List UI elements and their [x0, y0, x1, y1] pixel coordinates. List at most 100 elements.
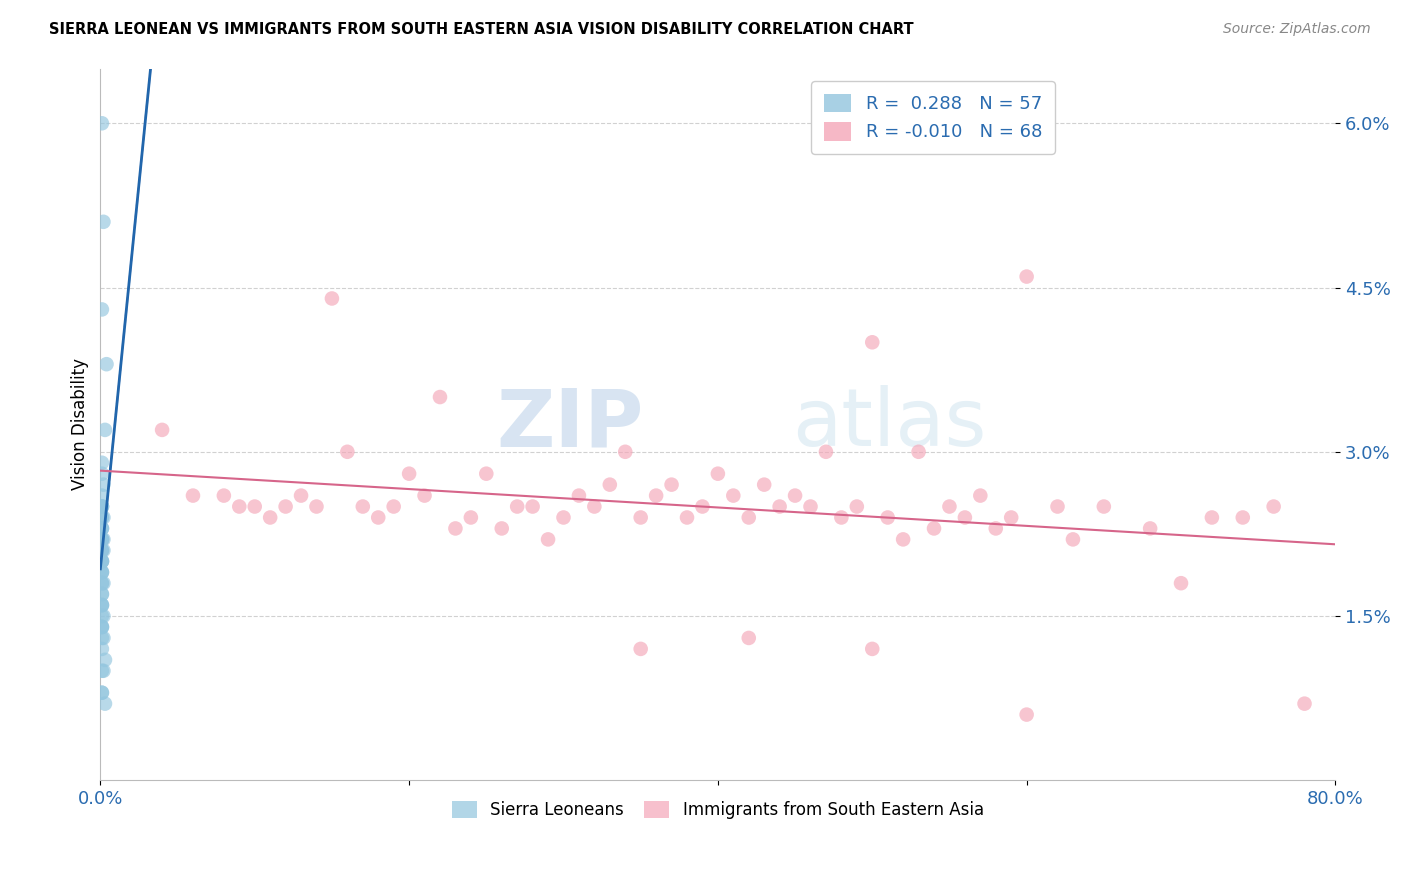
- Point: [181, 489, 204, 503]
- Point: [537, 533, 560, 547]
- Point: [738, 510, 761, 524]
- Point: [90, 620, 112, 634]
- Point: [1062, 533, 1084, 547]
- Point: [93, 664, 115, 678]
- Point: [90, 302, 112, 317]
- Point: [984, 521, 1007, 535]
- Point: [90, 554, 112, 568]
- Point: [90, 521, 112, 535]
- Point: [90, 489, 112, 503]
- Point: [352, 500, 374, 514]
- Point: [460, 510, 482, 524]
- Point: [93, 576, 115, 591]
- Point: [90, 598, 112, 612]
- Point: [614, 444, 637, 458]
- Point: [90, 500, 112, 514]
- Point: [907, 444, 929, 458]
- Point: [491, 521, 513, 535]
- Text: ZIP: ZIP: [496, 385, 644, 464]
- Point: [90, 620, 112, 634]
- Point: [90, 533, 112, 547]
- Point: [599, 477, 621, 491]
- Point: [90, 631, 112, 645]
- Point: [90, 521, 112, 535]
- Point: [90, 609, 112, 624]
- Point: [290, 489, 312, 503]
- Point: [90, 467, 112, 481]
- Point: [692, 500, 714, 514]
- Point: [845, 500, 868, 514]
- Point: [93, 609, 115, 624]
- Point: [1015, 269, 1038, 284]
- Point: [90, 566, 112, 580]
- Point: [676, 510, 699, 524]
- Point: [90, 576, 112, 591]
- Point: [90, 456, 112, 470]
- Point: [90, 686, 112, 700]
- Point: [1092, 500, 1115, 514]
- Point: [90, 641, 112, 656]
- Point: [96, 357, 118, 371]
- Point: [90, 500, 112, 514]
- Point: [506, 500, 529, 514]
- Text: Source: ZipAtlas.com: Source: ZipAtlas.com: [1223, 22, 1371, 37]
- Point: [754, 477, 776, 491]
- Y-axis label: Vision Disability: Vision Disability: [72, 359, 89, 491]
- Point: [707, 467, 730, 481]
- Point: [90, 587, 112, 601]
- Point: [90, 620, 112, 634]
- Point: [259, 510, 281, 524]
- Point: [90, 533, 112, 547]
- Point: [953, 510, 976, 524]
- Point: [398, 467, 420, 481]
- Point: [1000, 510, 1022, 524]
- Point: [922, 521, 945, 535]
- Text: SIERRA LEONEAN VS IMMIGRANTS FROM SOUTH EASTERN ASIA VISION DISABILITY CORRELATI: SIERRA LEONEAN VS IMMIGRANTS FROM SOUTH …: [49, 22, 914, 37]
- Point: [321, 292, 343, 306]
- Legend: Sierra Leoneans, Immigrants from South Eastern Asia: Sierra Leoneans, Immigrants from South E…: [446, 794, 990, 825]
- Point: [969, 489, 991, 503]
- Point: [382, 500, 405, 514]
- Point: [1170, 576, 1192, 591]
- Point: [1046, 500, 1069, 514]
- Point: [429, 390, 451, 404]
- Point: [93, 533, 115, 547]
- Point: [90, 510, 112, 524]
- Point: [891, 533, 914, 547]
- Point: [305, 500, 328, 514]
- Point: [212, 489, 235, 503]
- Point: [90, 566, 112, 580]
- Point: [90, 554, 112, 568]
- Point: [90, 533, 112, 547]
- Point: [738, 631, 761, 645]
- Point: [444, 521, 467, 535]
- Point: [90, 554, 112, 568]
- Point: [553, 510, 575, 524]
- Point: [413, 489, 436, 503]
- Point: [90, 576, 112, 591]
- Point: [93, 477, 115, 491]
- Point: [723, 489, 745, 503]
- Point: [90, 664, 112, 678]
- Point: [90, 598, 112, 612]
- Point: [860, 335, 883, 350]
- Point: [93, 543, 115, 558]
- Point: [367, 510, 389, 524]
- Point: [336, 444, 359, 458]
- Point: [90, 533, 112, 547]
- Point: [769, 500, 792, 514]
- Point: [90, 521, 112, 535]
- Point: [1263, 500, 1285, 514]
- Point: [876, 510, 898, 524]
- Point: [583, 500, 606, 514]
- Point: [814, 444, 837, 458]
- Point: [661, 477, 683, 491]
- Point: [243, 500, 266, 514]
- Point: [90, 543, 112, 558]
- Point: [830, 510, 852, 524]
- Point: [93, 215, 115, 229]
- Point: [630, 641, 652, 656]
- Point: [568, 489, 591, 503]
- Point: [94, 423, 117, 437]
- Point: [150, 423, 173, 437]
